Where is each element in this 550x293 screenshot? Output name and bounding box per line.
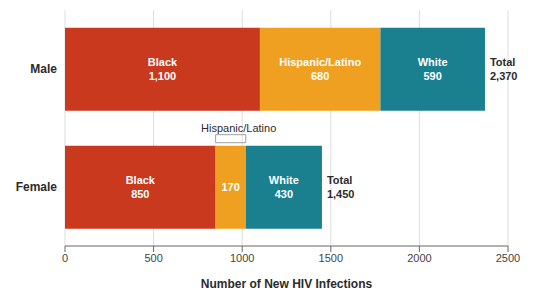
svg-text:Black1,100: Black1,100 [148, 56, 178, 82]
svg-text:Total2,370: Total2,370 [490, 56, 518, 82]
svg-text:170: 170 [222, 181, 240, 193]
svg-text:1500: 1500 [319, 252, 343, 264]
svg-text:White430: White430 [269, 174, 299, 200]
svg-text:2500: 2500 [496, 252, 520, 264]
svg-text:White590: White590 [418, 56, 448, 82]
svg-text:Black850: Black850 [126, 174, 156, 200]
svg-text:Hispanic/Latino: Hispanic/Latino [201, 122, 276, 134]
svg-text:2000: 2000 [407, 252, 431, 264]
svg-text:Hispanic/Latino680: Hispanic/Latino680 [279, 56, 361, 82]
svg-text:Female: Female [16, 180, 58, 194]
svg-text:0: 0 [62, 252, 68, 264]
svg-text:1000: 1000 [230, 252, 254, 264]
svg-text:Number of New HIV Infections: Number of New HIV Infections [201, 277, 373, 291]
svg-text:500: 500 [144, 252, 162, 264]
svg-text:Male: Male [30, 62, 57, 76]
svg-text:Total1,450: Total1,450 [327, 174, 355, 200]
